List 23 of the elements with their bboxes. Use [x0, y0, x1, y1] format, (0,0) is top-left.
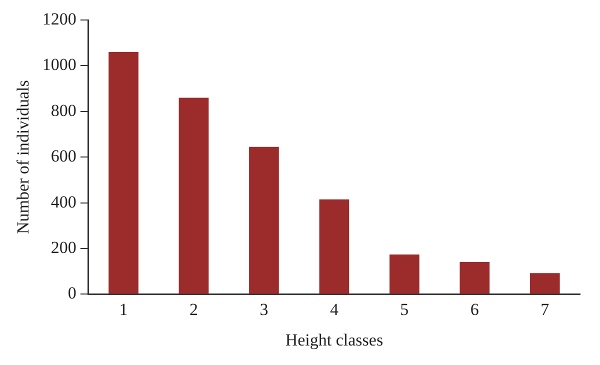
y-tick-label: 1200 [42, 9, 76, 28]
y-tick-label: 400 [50, 192, 76, 212]
bar [178, 98, 209, 294]
x-tick-label: 5 [400, 300, 409, 319]
bar [319, 199, 350, 294]
bar [460, 262, 490, 294]
y-axis-title: Number of individuals [14, 80, 33, 234]
y-tick-label: 600 [50, 146, 76, 166]
x-tick-label: 2 [189, 300, 198, 319]
x-tick-label: 3 [260, 300, 268, 319]
x-tick-label: 7 [540, 300, 550, 319]
x-tick-label: 4 [330, 300, 339, 319]
y-tick-label: 800 [50, 100, 76, 120]
x-tick-label: 1 [119, 300, 128, 319]
bar [108, 52, 138, 294]
bar [390, 254, 420, 294]
x-axis-title: Height classes [285, 330, 384, 350]
y-tick-label: 200 [50, 238, 76, 257]
x-tick-label: 6 [470, 300, 479, 319]
y-tick-label: 0 [68, 284, 76, 303]
bar [530, 273, 560, 294]
y-tick-label: 1000 [42, 55, 76, 74]
bar [249, 146, 279, 294]
